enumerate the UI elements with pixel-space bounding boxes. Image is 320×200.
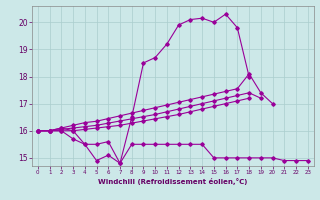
X-axis label: Windchill (Refroidissement éolien,°C): Windchill (Refroidissement éolien,°C) xyxy=(98,178,247,185)
